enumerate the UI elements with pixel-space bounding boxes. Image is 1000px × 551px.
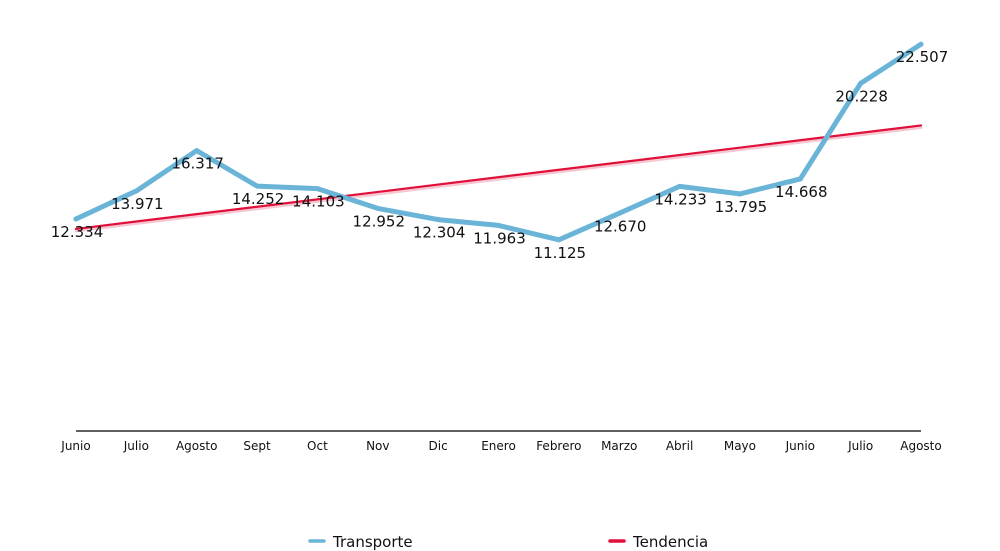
x-tick-label: Enero [481,439,516,453]
data-point [194,148,200,154]
x-tick-label: Nov [366,439,389,453]
data-point [73,216,79,222]
data-label: 11.125 [534,244,587,262]
legend: Transporte Tendencia [308,533,708,551]
data-point [375,205,381,211]
data-point [254,183,260,189]
data-point [737,191,743,197]
series-layer [73,41,924,243]
data-label: 13.795 [715,198,768,216]
data-point [918,41,924,47]
trend-line-shadow [74,125,923,233]
data-label: 12.334 [51,223,104,241]
x-tick-label: Marzo [601,439,637,453]
data-label: 20.228 [835,87,888,105]
data-point [616,210,622,216]
data-point [797,176,803,182]
data-label: 12.670 [594,217,647,235]
x-tick-label: Febrero [536,439,581,453]
data-point [435,217,441,223]
data-label: 12.952 [353,212,406,230]
x-tick-label: Abril [666,439,693,453]
data-label: 14.668 [775,183,828,201]
x-tick-label: Julio [123,439,149,453]
data-label: 16.317 [171,155,224,173]
x-tick-label: Julio [847,439,873,453]
data-point [133,188,139,194]
data-point [314,186,320,192]
data-point [556,237,562,243]
trend-layer [74,124,923,233]
legend-label: Transporte [332,533,413,551]
data-label: 13.971 [111,195,164,213]
data-label: 11.963 [473,229,526,247]
x-tick-label: Dic [429,439,448,453]
x-tick-label: Sept [243,439,271,453]
data-point [858,80,864,86]
data-label: 14.233 [654,190,707,208]
x-tick-label: Oct [307,439,328,453]
data-point [496,222,501,228]
data-label: 22.507 [896,48,949,66]
x-tick-label: Mayo [724,439,756,453]
data-label: 14.103 [292,193,345,211]
x-axis-tick-labels: Junio Julio Agosto Sept Oct Nov Dic Enero Febrer… [60,439,941,453]
legend-label: Tendencia [632,533,708,551]
trend-line [74,124,923,231]
x-tick-label: Junio [60,439,90,453]
x-tick-label: Agosto [176,439,217,453]
data-point [677,183,683,189]
x-tick-label: Agosto [900,439,941,453]
x-tick-label: Junio [785,439,815,453]
data-label: 12.304 [413,224,466,242]
data-label: 14.252 [232,190,285,208]
data-labels: 12.334 13.971 16.317 14.252 14.103 12.952 12.3… [51,48,949,262]
